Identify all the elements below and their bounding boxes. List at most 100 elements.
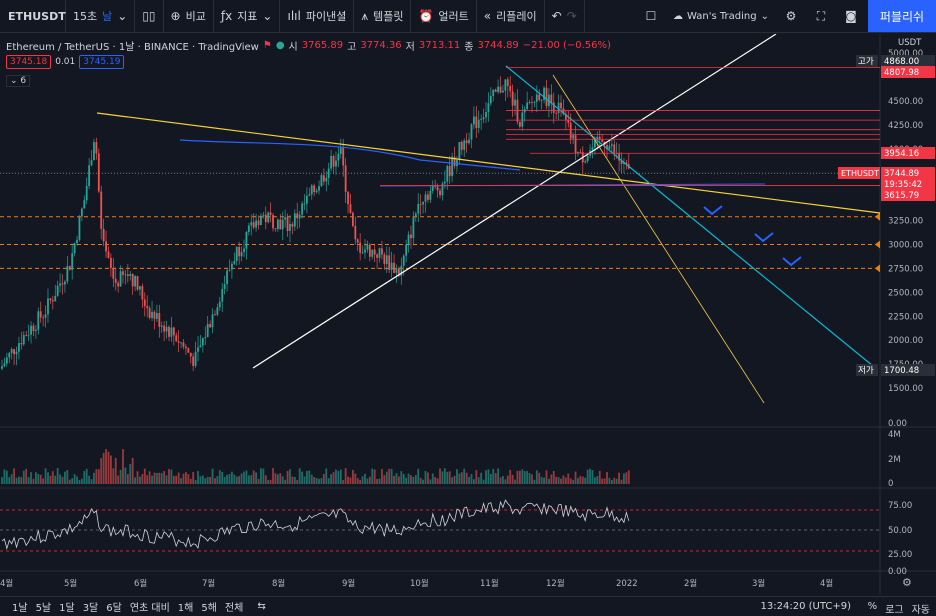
auto-toggle[interactable]: 자동 xyxy=(911,605,930,616)
candle-body xyxy=(518,121,521,127)
candle-body xyxy=(451,156,454,177)
candle-body xyxy=(480,119,483,120)
volume-bar xyxy=(117,475,120,484)
rsi-tick-label: 25.00 xyxy=(888,550,912,560)
volume-bar xyxy=(13,468,15,484)
trendline-yellow-thin xyxy=(552,74,765,404)
candle-body xyxy=(223,284,226,289)
candle-body xyxy=(470,124,473,140)
candle-body xyxy=(502,90,504,93)
chart-canvas[interactable]: 5000.004500.004250.004000.003750.003500.… xyxy=(0,34,936,594)
compare-button[interactable]: ⊕ 비교 xyxy=(164,0,214,33)
volume-bar xyxy=(468,476,470,484)
volume-bar xyxy=(289,469,291,484)
fullscreen-box-button[interactable]: ☐ xyxy=(636,0,666,32)
volume-bar xyxy=(189,478,192,484)
candle-body xyxy=(139,286,141,290)
volume-bar xyxy=(419,477,422,484)
volume-bar xyxy=(460,472,463,484)
date-range-icon[interactable]: ⇆ xyxy=(257,601,266,612)
log-toggle[interactable]: 로그 xyxy=(885,605,904,616)
volume-bar xyxy=(574,471,577,484)
range-button[interactable]: 3달 xyxy=(82,603,99,614)
volume-bar xyxy=(301,471,303,484)
candle-body xyxy=(59,283,61,286)
low-label: 저가 xyxy=(858,366,874,376)
candle-body xyxy=(228,269,231,271)
chart-type-button[interactable]: ▯▯ xyxy=(135,0,164,33)
range-button[interactable]: 1달 xyxy=(59,603,75,614)
candle-body xyxy=(456,159,458,167)
volume-bar xyxy=(623,473,625,484)
volume-bar xyxy=(601,478,604,484)
volume-tick-label: 0 xyxy=(888,479,893,489)
volume-bar xyxy=(397,476,400,484)
indicators-toggle[interactable]: ⌄ 6 xyxy=(6,75,31,87)
range-button[interactable]: 6달 xyxy=(106,603,122,614)
replay-button[interactable]: « 리플레이 xyxy=(477,0,545,33)
cloud-icon: ☁ xyxy=(673,10,684,22)
volume-bar xyxy=(627,470,630,484)
volume-bar xyxy=(518,470,521,484)
layout-button[interactable]: ☁ Wan's Trading ⌄ xyxy=(666,0,776,32)
candle-body xyxy=(620,160,623,165)
templates-button[interactable]: ⩚ 템플릿 xyxy=(354,0,412,33)
candle-body xyxy=(393,262,395,273)
alert-button[interactable]: ⏰ 얼러트 xyxy=(411,0,477,33)
range-button[interactable]: 전체 xyxy=(224,603,244,614)
volume-bar xyxy=(231,471,233,484)
volume-bar xyxy=(269,479,272,484)
volume-bar xyxy=(143,468,146,484)
high-label: 고 xyxy=(347,42,357,53)
undo-icon: ↶ xyxy=(551,9,562,23)
range-button[interactable]: 1날 xyxy=(12,603,28,614)
price-tick-label: 0.00 xyxy=(888,419,907,429)
volume-bar xyxy=(64,471,66,484)
volume-bar xyxy=(192,471,195,484)
snapshot-button[interactable]: ◙ xyxy=(836,0,866,32)
time-tick-label: 10월 xyxy=(410,578,429,589)
indicators-button[interactable]: ƒx 지표 ⌄ xyxy=(214,0,281,33)
percent-toggle[interactable]: % xyxy=(867,601,878,612)
candle-body xyxy=(20,343,23,345)
publish-button[interactable]: 퍼블리쉬 xyxy=(868,0,936,32)
candle-body xyxy=(368,244,371,257)
candle-body xyxy=(497,86,499,92)
candle-body xyxy=(606,145,608,149)
candle-body xyxy=(56,285,59,296)
candle-body xyxy=(468,139,470,144)
interval-button[interactable]: 15초 날 ⌄ xyxy=(66,0,136,33)
candle-body xyxy=(417,203,420,214)
last-price-tag-bg xyxy=(881,167,935,179)
volume-bar xyxy=(344,468,347,484)
settings-button[interactable]: ⚙ xyxy=(776,0,806,32)
financials-button[interactable]: ılıl 파이낸셜 xyxy=(280,0,355,33)
symbol-search-button[interactable]: ETHUSDT xyxy=(0,0,66,33)
range-button[interactable]: 5날 xyxy=(35,603,52,614)
volume-bar xyxy=(8,477,11,484)
candle-body xyxy=(131,273,134,287)
volume-bar xyxy=(361,476,364,484)
currency-label: USDT xyxy=(898,38,922,48)
candle-body xyxy=(388,255,391,270)
volume-bar xyxy=(356,478,359,484)
candle-body xyxy=(291,223,294,227)
volume-bar xyxy=(463,468,466,484)
candle-body xyxy=(579,151,582,153)
undo-button[interactable]: ↶ ↷ xyxy=(545,0,585,33)
volume-bar xyxy=(366,478,369,484)
range-button[interactable]: 1해 xyxy=(177,603,194,614)
candle-body xyxy=(76,239,78,244)
clock[interactable]: 13:24:20 (UTC+9) xyxy=(760,601,851,612)
buy-button[interactable]: 3745.19 xyxy=(79,55,125,69)
range-button[interactable]: 연초 대비 xyxy=(129,603,170,614)
volume-bar xyxy=(610,479,613,484)
trendline-yellow xyxy=(96,112,881,214)
expand-button[interactable]: ⛶ xyxy=(806,0,836,32)
sell-button[interactable]: 3745.18 xyxy=(6,55,52,69)
candle-body xyxy=(322,175,325,182)
flag-icon[interactable]: ⚑ xyxy=(262,40,272,51)
range-button[interactable]: 5해 xyxy=(201,603,217,614)
time-tick-label: 2022 xyxy=(616,579,638,589)
volume-bar xyxy=(378,478,381,484)
